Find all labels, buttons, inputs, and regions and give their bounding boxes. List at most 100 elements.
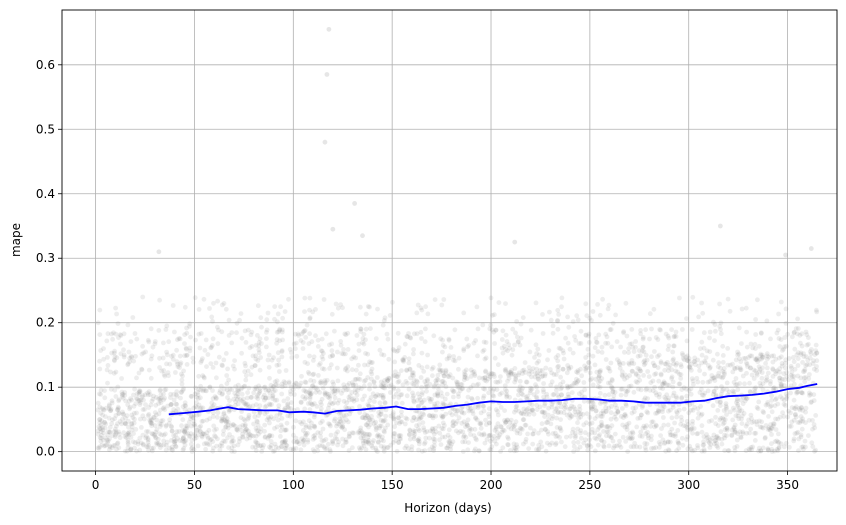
scatter-point xyxy=(278,304,283,310)
scatter-point xyxy=(278,434,283,439)
scatter-point xyxy=(690,294,696,300)
scatter-point xyxy=(121,354,127,360)
scatter-point xyxy=(419,415,424,420)
scatter-point xyxy=(279,424,285,430)
scatter-point xyxy=(493,327,499,333)
scatter-point xyxy=(142,392,148,398)
scatter-point xyxy=(368,422,373,427)
scatter-point xyxy=(789,365,794,371)
scatter-point xyxy=(319,402,324,407)
scatter-point xyxy=(590,404,596,410)
scatter-point xyxy=(160,406,166,411)
scatter-point xyxy=(380,385,386,391)
scatter-point xyxy=(811,422,817,427)
scatter-point xyxy=(657,444,662,450)
scatter-point xyxy=(484,378,489,384)
scatter-point xyxy=(589,420,595,426)
scatter-point xyxy=(513,419,519,425)
scatter-point xyxy=(771,421,777,427)
scatter-point xyxy=(527,349,533,355)
scatter-point xyxy=(391,434,396,439)
scatter-point xyxy=(98,435,104,441)
scatter-point xyxy=(241,400,247,405)
scatter-point xyxy=(157,421,163,426)
scatter-point xyxy=(391,385,397,390)
scatter-point xyxy=(323,392,328,398)
scatter-point xyxy=(249,329,255,335)
scatter-point xyxy=(180,428,186,433)
scatter-point xyxy=(579,435,584,441)
scatter-point xyxy=(184,423,190,429)
scatter-point xyxy=(707,437,713,443)
scatter-point xyxy=(186,407,192,413)
scatter-point xyxy=(553,355,559,360)
scatter-point xyxy=(241,416,247,422)
scatter-point xyxy=(679,396,684,401)
scatter-point xyxy=(187,321,193,327)
scatter-point xyxy=(157,431,163,437)
scatter-point xyxy=(750,345,756,351)
scatter-point xyxy=(477,375,482,381)
scatter-point xyxy=(725,362,731,368)
scatter-point xyxy=(226,377,232,383)
scatter-point xyxy=(121,347,126,353)
scatter-point xyxy=(303,432,309,438)
scatter-point xyxy=(512,409,517,415)
scatter-point xyxy=(589,406,595,412)
scatter-point xyxy=(618,414,624,419)
scatter-point xyxy=(567,406,572,412)
scatter-point xyxy=(404,334,410,339)
scatter-point xyxy=(722,435,727,441)
scatter-point xyxy=(586,352,592,358)
scatter-point xyxy=(572,334,577,339)
scatter-point xyxy=(472,371,477,377)
scatter-point xyxy=(541,410,547,415)
scatter-point xyxy=(500,350,506,356)
scatter-point xyxy=(534,402,540,408)
scatter-point xyxy=(342,367,348,373)
scatter-point xyxy=(569,414,574,420)
scatter-point xyxy=(356,385,362,390)
scatter-point xyxy=(548,317,554,323)
scatter-point xyxy=(748,412,754,418)
scatter-point xyxy=(205,434,210,439)
scatter-point xyxy=(102,395,108,401)
scatter-point xyxy=(495,409,500,414)
scatter-point xyxy=(609,404,614,409)
scatter-point xyxy=(266,415,271,420)
scatter-point xyxy=(398,433,404,438)
scatter-point xyxy=(539,409,545,415)
scatter-point xyxy=(363,326,369,332)
scatter-point xyxy=(272,397,278,403)
scatter-point xyxy=(540,331,546,336)
scatter-point xyxy=(197,345,203,351)
scatter-point xyxy=(798,404,804,410)
scatter-point xyxy=(111,370,117,376)
scatter-point xyxy=(655,365,661,370)
scatter-point xyxy=(581,398,587,404)
scatter-point xyxy=(495,412,501,418)
scatter-point xyxy=(266,352,272,358)
scatter-point xyxy=(289,350,294,355)
scatter-point xyxy=(419,350,425,356)
scatter-point xyxy=(616,359,622,365)
scatter-point xyxy=(361,383,367,389)
scatter-point xyxy=(258,429,263,435)
scatter-point xyxy=(462,369,467,374)
scatter-point xyxy=(315,344,321,349)
scatter-point xyxy=(706,440,712,446)
scatter-point xyxy=(586,432,592,438)
scatter-point xyxy=(565,363,571,368)
scatter-point xyxy=(264,403,269,409)
scatter-point xyxy=(113,369,119,375)
scatter-point xyxy=(502,383,508,388)
scatter-point xyxy=(197,429,203,435)
scatter-point xyxy=(583,332,589,338)
scatter-point xyxy=(546,431,551,437)
scatter-point xyxy=(582,387,587,393)
scatter-point xyxy=(612,443,617,449)
scatter-point xyxy=(789,405,795,410)
scatter-point xyxy=(523,439,528,445)
scatter-point xyxy=(702,359,707,364)
grid xyxy=(62,10,837,471)
